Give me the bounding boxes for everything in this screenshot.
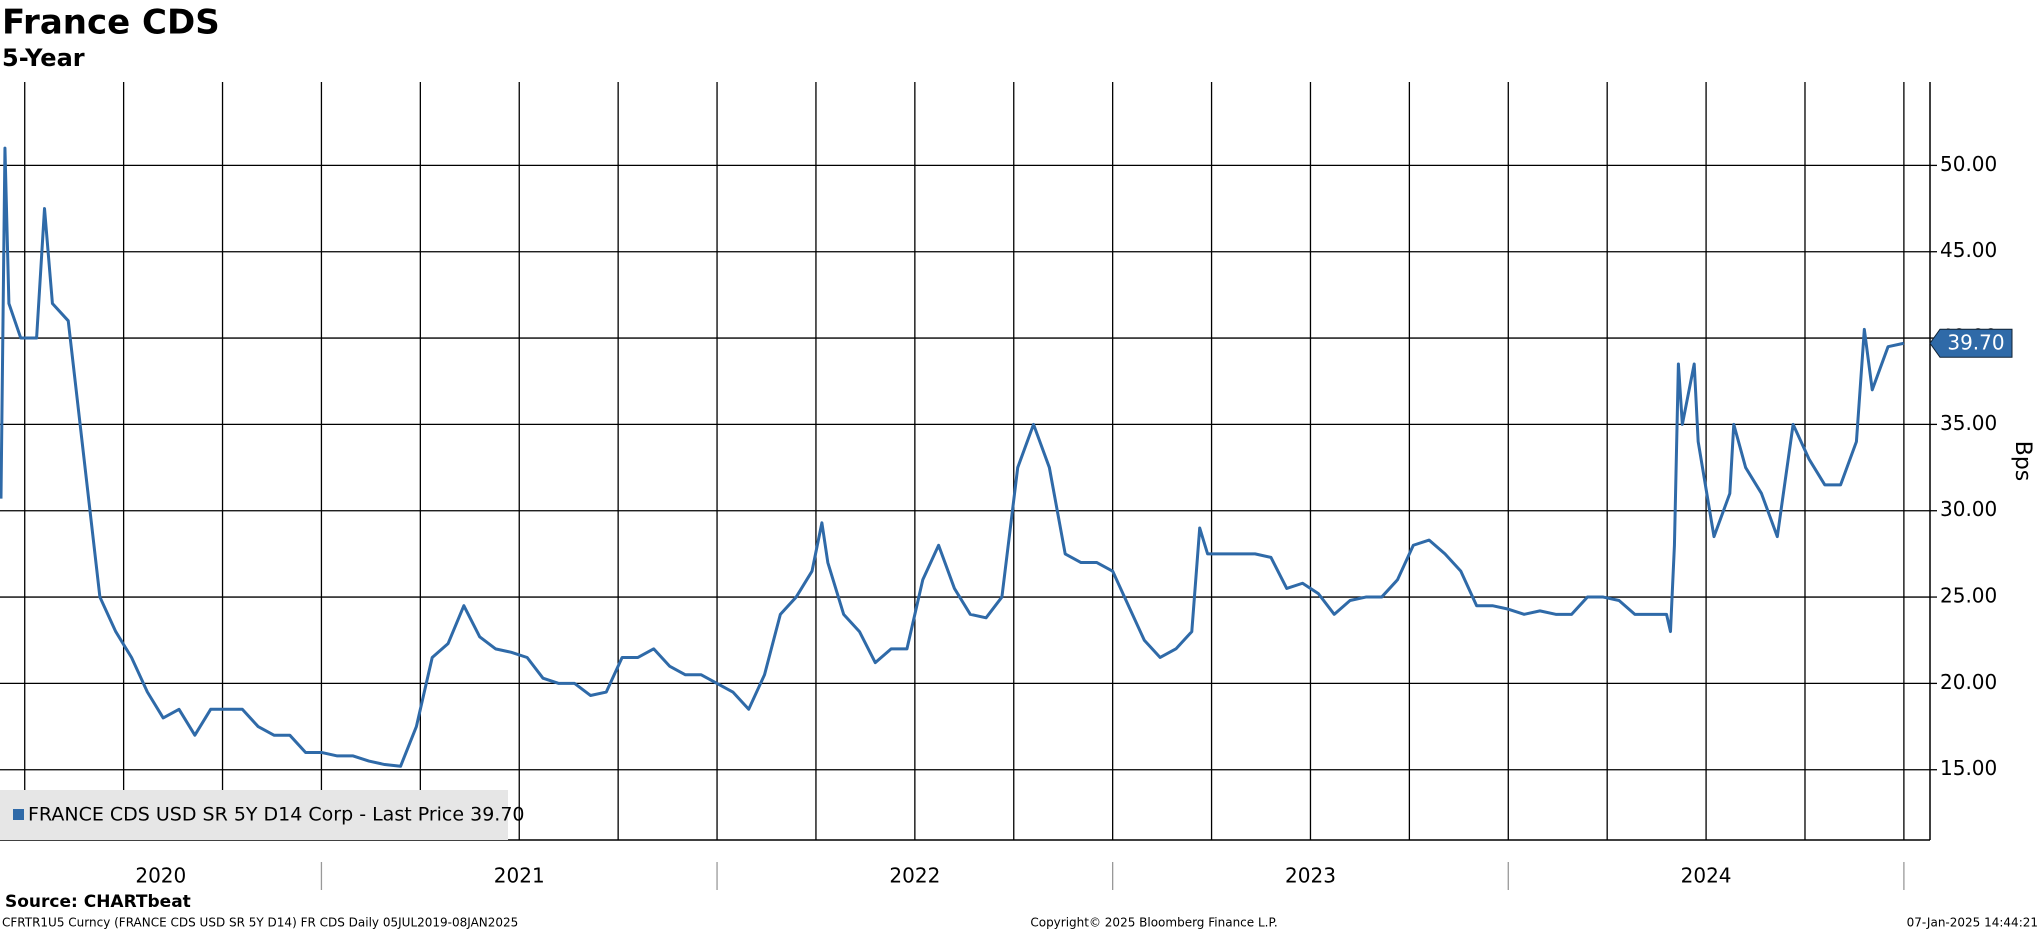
x-tick-label: 2022 <box>889 864 940 888</box>
y-tick-label: 35.00 <box>1940 411 1997 435</box>
footer-center: Copyright© 2025 Bloomberg Finance L.P. <box>1030 916 1277 930</box>
y-tick-label: 30.00 <box>1940 497 1997 521</box>
legend-label: FRANCE CDS USD SR 5Y D14 Corp - Last Pri… <box>28 804 525 826</box>
y-tick-label: 15.00 <box>1940 756 1997 780</box>
y-tick-label: 25.00 <box>1940 584 1997 608</box>
legend-swatch <box>13 809 24 820</box>
y-tick-label: 45.00 <box>1940 238 1997 262</box>
chart-title: France CDS <box>2 3 220 43</box>
footer-right: 07-Jan-2025 14:44:21 <box>1907 916 2038 930</box>
chart-subtitle: 5-Year <box>2 44 85 72</box>
x-tick-label: 2024 <box>1681 864 1732 888</box>
x-tick-label: 2021 <box>494 864 545 888</box>
x-tick-label: 2023 <box>1285 864 1336 888</box>
x-tick-label: 2020 <box>135 864 186 888</box>
y-axis-label: Bps <box>2010 441 2035 482</box>
source: Source: CHARTbeat <box>5 892 191 912</box>
y-tick-label: 50.00 <box>1940 152 1997 176</box>
last-price-tag <box>1929 328 2013 358</box>
data-line <box>0 146 1905 768</box>
footer-left: CFRTR1U5 Curncy (FRANCE CDS USD SR 5Y D1… <box>2 916 518 930</box>
last-price-label: 39.70 <box>1947 331 2004 355</box>
y-tick-label: 20.00 <box>1940 670 1997 694</box>
legend-box <box>0 790 508 840</box>
